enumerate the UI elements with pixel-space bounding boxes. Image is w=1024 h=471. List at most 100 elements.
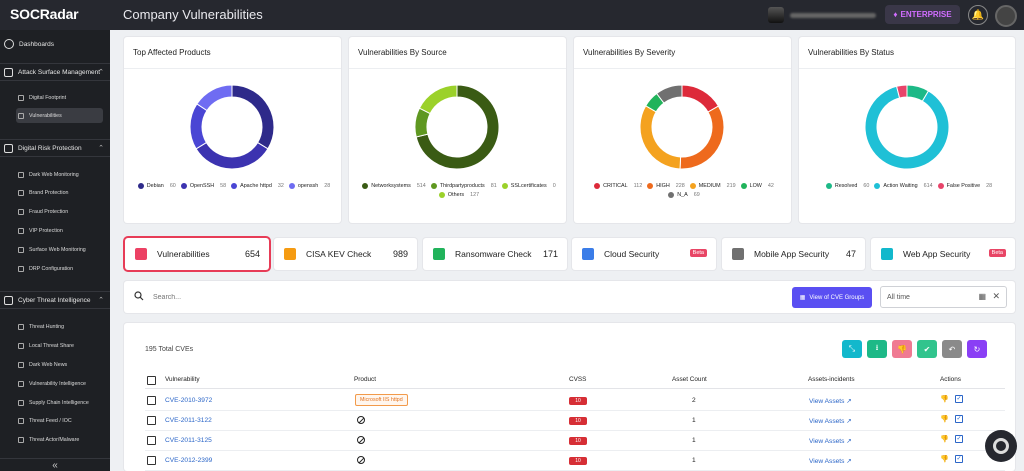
- legend-item[interactable]: openssh 28: [288, 183, 330, 189]
- legend-item[interactable]: Resolved 60: [825, 183, 869, 189]
- view-assets-link[interactable]: View Assets ↗: [809, 438, 852, 445]
- row-checkbox[interactable]: [147, 436, 156, 445]
- sidebar-section-attack-surface[interactable]: Attack Surface Management ⌃: [0, 63, 110, 81]
- sidebar-item-digital-footprint[interactable]: Digital Footprint: [16, 90, 103, 105]
- legend-item[interactable]: CRITICAL 112: [594, 183, 642, 189]
- cve-link[interactable]: CVE-2011-3125: [165, 437, 212, 444]
- table-row[interactable]: CVE-2011-3122 10 1 View Assets ↗ 👎 ✓: [145, 411, 1005, 431]
- resolve-check-icon[interactable]: ✓: [955, 435, 963, 443]
- row-checkbox[interactable]: [147, 396, 156, 405]
- legend-item[interactable]: Apache httpd 32: [231, 183, 284, 189]
- table-row[interactable]: CVE-2012-2399 10 1 View Assets ↗ 👎 ✓: [145, 451, 1005, 471]
- sidebar-item-threat-actor-malware[interactable]: Threat Actor/Malware: [16, 432, 103, 447]
- sidebar-item-dark-web-news[interactable]: Dark Web News: [16, 357, 103, 372]
- search-input[interactable]: [153, 289, 653, 305]
- false-positive-icon[interactable]: 👎: [940, 436, 949, 443]
- view-assets-link[interactable]: View Assets ↗: [809, 458, 852, 465]
- legend-item[interactable]: HIGH 228: [647, 183, 685, 189]
- donut-slice-critical[interactable]: [681, 84, 720, 113]
- legend-item[interactable]: OpenSSH 58: [180, 183, 226, 189]
- enterprise-badge[interactable]: ♦ ENTERPRISE: [885, 5, 960, 24]
- view-assets-link[interactable]: View Assets ↗: [809, 418, 852, 425]
- cve-link[interactable]: CVE-2010-3972: [165, 397, 213, 404]
- legend-item[interactable]: LOW 42: [740, 183, 774, 189]
- legend-item[interactable]: Networksystems 514: [362, 183, 426, 189]
- donut-slice-others[interactable]: [418, 84, 458, 115]
- sidebar-item-surface-web-monitoring[interactable]: Surface Web Monitoring: [16, 242, 103, 257]
- tab-mobile-app-security[interactable]: Mobile App Security 47: [722, 238, 865, 270]
- table-row[interactable]: CVE-2011-3125 10 1 View Assets ↗ 👎 ✓: [145, 431, 1005, 451]
- header-asset-count[interactable]: Asset Count: [672, 376, 707, 383]
- tab-vulnerabilities[interactable]: Vulnerabilities 654: [125, 238, 269, 270]
- download-icon[interactable]: ⭳: [867, 340, 887, 358]
- clear-date-icon[interactable]: ✕: [992, 291, 1000, 301]
- sidebar-item-threat-feed-ioc[interactable]: Threat Feed / IOC: [16, 413, 103, 428]
- product-badge[interactable]: Microsoft IIS httpd: [355, 394, 408, 406]
- donut-slice-debian[interactable]: [231, 84, 275, 150]
- false-positive-icon[interactable]: 👎: [940, 396, 949, 403]
- sidebar-item-vip-protection[interactable]: VIP Protection: [16, 223, 103, 238]
- notification-bell-icon[interactable]: 🔔: [968, 5, 988, 25]
- sidebar-item-local-threat-share[interactable]: Local Threat Share: [16, 338, 103, 353]
- table-row[interactable]: CVE-2010-3972 Microsoft IIS httpd 10 2 V…: [145, 391, 1005, 411]
- cve-link[interactable]: CVE-2011-3122: [165, 417, 212, 424]
- donut-slice-medium[interactable]: [639, 105, 682, 170]
- resolve-check-icon[interactable]: ✓: [955, 455, 963, 463]
- row-checkbox[interactable]: [147, 456, 156, 465]
- sidebar-item-supply-chain-intelligence[interactable]: Supply Chain Intelligence: [16, 395, 103, 410]
- refresh-icon[interactable]: ↻: [967, 340, 987, 358]
- donut-slice-openssh[interactable]: [196, 84, 233, 112]
- legend-item[interactable]: False Positive 28: [937, 183, 992, 189]
- collapse-sidebar-button[interactable]: «: [0, 458, 110, 471]
- legend-item[interactable]: SSLcertificates 0: [501, 183, 556, 189]
- legend-item[interactable]: MEDIUM 219: [689, 183, 736, 189]
- sidebar-item-fraud-protection[interactable]: Fraud Protection: [16, 204, 103, 219]
- legend-item[interactable]: N_A 69: [668, 192, 700, 198]
- undo-icon[interactable]: ↶: [942, 340, 962, 358]
- sidebar-item-vulnerabilities[interactable]: Vulnerabilities: [16, 108, 103, 123]
- sidebar-item-threat-hunting[interactable]: Threat Hunting: [16, 319, 103, 334]
- legend-item[interactable]: Thirdpartyproducts 81: [430, 183, 497, 189]
- donut-chart-status[interactable]: [857, 77, 957, 177]
- false-positive-icon[interactable]: 👎: [940, 456, 949, 463]
- donut-slice-networksystems[interactable]: [415, 84, 500, 170]
- donut-slice-n-a[interactable]: [655, 84, 683, 104]
- row-checkbox[interactable]: [147, 416, 156, 425]
- sidebar-section-cyber-threat-intel[interactable]: Cyber Threat Intelligence ⌃: [0, 291, 110, 309]
- donut-slice-apache-httpd[interactable]: [189, 103, 208, 150]
- sidebar-item-dashboards[interactable]: Dashboards: [4, 39, 54, 49]
- sidebar-item-vulnerability-intelligence[interactable]: Vulnerability Intelligence: [16, 376, 103, 391]
- view-assets-link[interactable]: View Assets ↗: [809, 398, 852, 405]
- view-cve-groups-button[interactable]: ▦ View of CVE Groups: [792, 287, 872, 308]
- tab-ransomware-check[interactable]: Ransomware Check 171: [423, 238, 567, 270]
- donut-chart-products[interactable]: [182, 77, 282, 177]
- legend-item[interactable]: Others 127: [438, 192, 479, 198]
- donut-slice-openssh[interactable]: [195, 141, 269, 170]
- header-cvss[interactable]: CVSS: [569, 376, 587, 383]
- resolve-check-icon[interactable]: ✓: [955, 415, 963, 423]
- legend-item[interactable]: Action Waiting 614: [874, 183, 933, 189]
- date-range-picker[interactable]: All time ▦ ✕: [880, 286, 1007, 308]
- select-all-checkbox[interactable]: [147, 376, 156, 385]
- sidebar-item-dark-web-monitoring[interactable]: Dark Web Monitoring: [16, 167, 103, 182]
- donut-slice-false-positive[interactable]: [895, 84, 908, 99]
- socradar-logo[interactable]: SOCRadar: [10, 6, 79, 22]
- calendar-icon[interactable]: ▦: [978, 292, 986, 301]
- shrink-icon[interactable]: ⤡: [842, 340, 862, 358]
- profile-avatar[interactable]: [995, 5, 1017, 27]
- header-product[interactable]: Product: [354, 376, 377, 383]
- tab-web-app-security[interactable]: Web App Security Beta: [871, 238, 1015, 270]
- donut-chart-severity[interactable]: [632, 77, 732, 177]
- check-icon[interactable]: ✔: [917, 340, 937, 358]
- tab-cisa-kev-check[interactable]: CISA KEV Check 989: [274, 238, 417, 270]
- header-vulnerability[interactable]: Vulnerability: [165, 376, 200, 383]
- false-positive-icon[interactable]: 👎: [940, 416, 949, 423]
- donut-slice-high[interactable]: [679, 105, 725, 170]
- sidebar-item-brand-protection[interactable]: Brand Protection: [16, 185, 103, 200]
- cve-link[interactable]: CVE-2012-2399: [165, 457, 213, 464]
- donut-slice-action-waiting[interactable]: [864, 85, 950, 170]
- user-account[interactable]: [768, 6, 876, 24]
- resolve-check-icon[interactable]: ✓: [955, 395, 963, 403]
- sidebar-section-digital-risk[interactable]: Digital Risk Protection ⌃: [0, 139, 110, 157]
- help-button[interactable]: [985, 430, 1017, 462]
